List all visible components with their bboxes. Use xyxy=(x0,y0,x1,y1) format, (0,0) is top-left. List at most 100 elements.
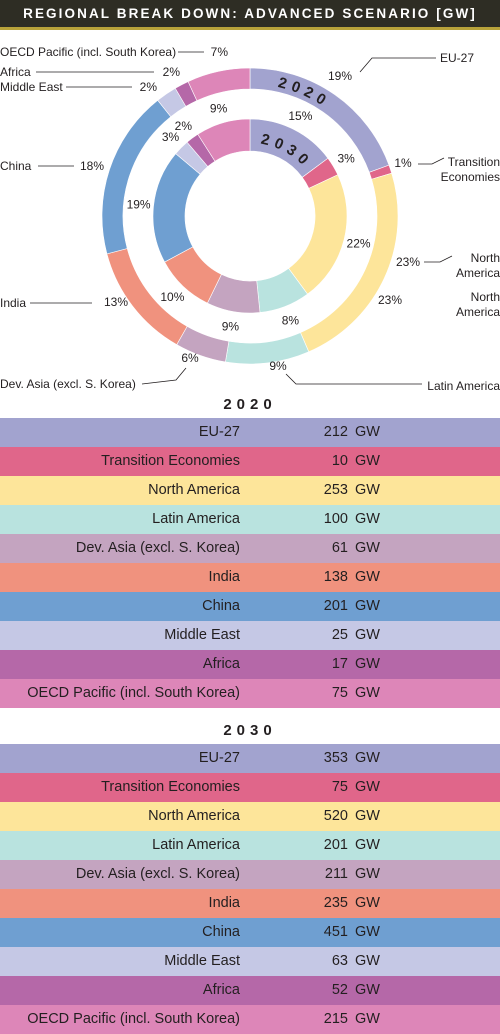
region-label: EU-27 xyxy=(440,51,474,65)
capacity-value: 212 xyxy=(323,424,348,440)
capacity-value: 215 xyxy=(323,1011,348,1027)
data-label-2030: 3% xyxy=(162,130,180,144)
unit-label: GW xyxy=(355,598,380,614)
donut-chart: 2020203015%3%22%8%9%10%19%3%2%9%19%EU-27… xyxy=(0,45,500,393)
data-label-2030: 8% xyxy=(282,313,300,327)
unit-label: GW xyxy=(355,924,380,940)
region-label: Middle East xyxy=(0,80,63,94)
capacity-value: 353 xyxy=(323,750,348,766)
table-2020: EU-27 212 GW Transition Economies 10 GW North … xyxy=(0,418,500,708)
table-row: North America 520 GW xyxy=(0,802,500,831)
table-year-2030: 2030 xyxy=(223,722,277,739)
data-label-2020: 6% xyxy=(181,351,199,365)
table-row: EU-27 212 GW xyxy=(0,418,500,447)
region-label: OECD Pacific (incl. South Korea) xyxy=(0,45,176,59)
region-name: Latin America xyxy=(152,511,240,527)
table-row: Transition Economies 10 GW xyxy=(0,447,500,476)
region-name: China xyxy=(202,924,240,940)
unit-label: GW xyxy=(355,837,380,853)
table-row: China 201 GW xyxy=(0,592,500,621)
leader-line xyxy=(418,157,445,165)
region-label: India xyxy=(0,296,26,310)
data-label-2020: 7% xyxy=(211,45,229,59)
data-label-2020: 19% xyxy=(328,69,352,83)
capacity-value: 100 xyxy=(323,511,348,527)
capacity-value: 61 xyxy=(331,540,348,556)
unit-label: GW xyxy=(355,424,380,440)
region-name: India xyxy=(208,895,240,911)
unit-label: GW xyxy=(355,895,380,911)
unit-label: GW xyxy=(355,453,380,469)
table-row: Africa 52 GW xyxy=(0,976,500,1005)
table-row: India 235 GW xyxy=(0,889,500,918)
table-row: Latin America 201 GW xyxy=(0,831,500,860)
chart-title: REGIONAL BREAK DOWN: ADVANCED SCENARIO [… xyxy=(23,6,477,21)
table-row: Transition Economies 75 GW xyxy=(0,773,500,802)
region-name: Dev. Asia (excl. S. Korea) xyxy=(75,540,240,556)
capacity-value: 52 xyxy=(331,982,348,998)
data-label-2030: 3% xyxy=(337,152,355,166)
capacity-value: 25 xyxy=(331,627,348,643)
data-label-2030: 9% xyxy=(210,101,228,115)
table-row: Dev. Asia (excl. S. Korea) 211 GW xyxy=(0,860,500,889)
table-row: EU-27 353 GW xyxy=(0,744,500,773)
capacity-value: 201 xyxy=(323,837,348,853)
region-name: EU-27 xyxy=(198,750,240,766)
data-label-2030: 22% xyxy=(347,237,371,251)
table-2030: EU-27 353 GW Transition Economies 75 GW North … xyxy=(0,744,500,1034)
table-row: Latin America 100 GW xyxy=(0,505,500,534)
data-label-2020: 2% xyxy=(163,65,181,79)
unit-label: GW xyxy=(355,482,380,498)
capacity-value: 201 xyxy=(323,598,348,614)
region-name: EU-27 xyxy=(198,424,240,440)
table-row: China 451 GW xyxy=(0,918,500,947)
region-label-line: North xyxy=(471,251,500,265)
data-label-2030: 19% xyxy=(127,198,151,212)
region-label: Latin America xyxy=(427,379,500,393)
region-name: Transition Economies xyxy=(101,453,240,469)
data-label-2030: 15% xyxy=(288,109,312,123)
region-name: OECD Pacific (incl. South Korea) xyxy=(27,685,240,701)
region-name: North America xyxy=(148,482,240,498)
region-name: Africa xyxy=(202,656,240,672)
capacity-value: 520 xyxy=(323,808,348,824)
capacity-value: 63 xyxy=(331,953,348,969)
capacity-value: 75 xyxy=(331,779,348,795)
unit-label: GW xyxy=(355,982,380,998)
ring-2020-slice xyxy=(225,332,310,365)
ring-2030-slice xyxy=(152,153,201,263)
leader-line xyxy=(285,373,422,385)
region-name: Middle East xyxy=(164,627,240,643)
table-row: North America 253 GW xyxy=(0,476,500,505)
unit-label: GW xyxy=(355,808,380,824)
capacity-value: 10 xyxy=(331,453,348,469)
region-label: China xyxy=(0,159,32,173)
table-row: OECD Pacific (incl. South Korea) 75 GW xyxy=(0,679,500,708)
region-name: OECD Pacific (incl. South Korea) xyxy=(27,1011,240,1027)
ring-2020-slice xyxy=(187,67,251,102)
data-label-2030: 10% xyxy=(160,290,184,304)
unit-label: GW xyxy=(355,750,380,766)
region-label-line: America xyxy=(456,305,500,319)
unit-label: GW xyxy=(355,953,380,969)
leader-line xyxy=(359,57,436,73)
table-row: Middle East 25 GW xyxy=(0,621,500,650)
region-name: Transition Economies xyxy=(101,779,240,795)
data-label-2020: 9% xyxy=(269,359,287,373)
unit-label: GW xyxy=(355,511,380,527)
region-label-line: Transition xyxy=(448,155,500,169)
table-row: OECD Pacific (incl. South Korea) 215 GW xyxy=(0,1005,500,1034)
leader-line xyxy=(424,255,453,263)
capacity-value: 235 xyxy=(323,895,348,911)
unit-label: GW xyxy=(355,540,380,556)
region-label: Dev. Asia (excl. S. Korea) xyxy=(0,377,136,391)
data-label-2030: 2% xyxy=(175,119,193,133)
table-row: Africa 17 GW xyxy=(0,650,500,679)
region-name: Latin America xyxy=(152,837,240,853)
data-label-2020: 23% xyxy=(396,255,420,269)
unit-label: GW xyxy=(355,569,380,585)
region-name: Africa xyxy=(202,982,240,998)
data-label-2020: 1% xyxy=(394,156,412,170)
region-label-line: North xyxy=(471,290,500,304)
region-name: Middle East xyxy=(164,953,240,969)
